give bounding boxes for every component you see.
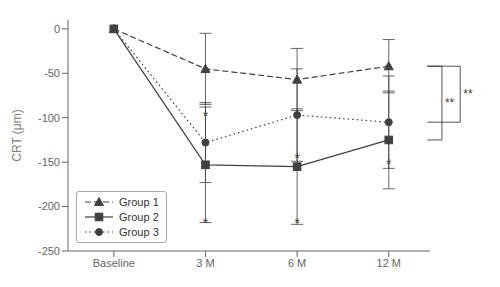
svg-text:*: *	[294, 215, 300, 231]
svg-text:3 M: 3 M	[196, 257, 214, 269]
svg-text:**: **	[463, 87, 473, 101]
svg-text:-100: -100	[38, 112, 60, 124]
svg-text:-50: -50	[44, 67, 60, 79]
svg-text:6 M: 6 M	[288, 257, 306, 269]
svg-text:Baseline: Baseline	[93, 257, 135, 269]
svg-text:*: *	[203, 108, 209, 124]
svg-text:*: *	[386, 156, 392, 172]
svg-text:-200: -200	[38, 200, 60, 212]
html-text:Group 2: Group 2	[119, 211, 159, 223]
svg-text:12 M: 12 M	[377, 257, 401, 269]
svg-text:*: *	[294, 150, 300, 166]
svg-text:-250: -250	[38, 245, 60, 257]
svg-text:CRT (μm): CRT (μm)	[10, 109, 24, 161]
svg-text:0: 0	[54, 23, 60, 35]
html-text:Group 3: Group 3	[119, 226, 159, 238]
svg-text:-150: -150	[38, 156, 60, 168]
svg-text:**: **	[445, 96, 455, 110]
svg-text:*: *	[203, 215, 209, 231]
html-text:Group 1: Group 1	[119, 196, 159, 208]
